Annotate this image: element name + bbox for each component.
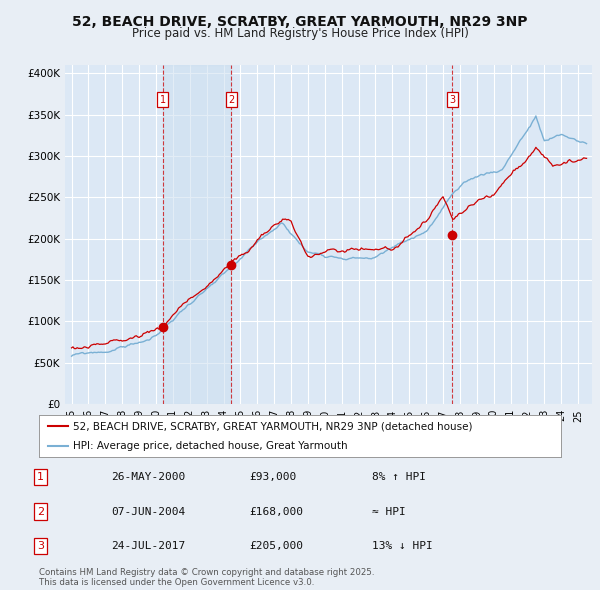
Text: 2: 2 xyxy=(228,94,234,104)
Text: £168,000: £168,000 xyxy=(249,507,303,516)
Text: £205,000: £205,000 xyxy=(249,542,303,551)
Text: 24-JUL-2017: 24-JUL-2017 xyxy=(111,542,185,551)
Bar xyxy=(163,65,231,404)
Text: HPI: Average price, detached house, Great Yarmouth: HPI: Average price, detached house, Grea… xyxy=(73,441,347,451)
Text: 26-MAY-2000: 26-MAY-2000 xyxy=(111,472,185,481)
Text: £93,000: £93,000 xyxy=(249,472,296,481)
Text: 1: 1 xyxy=(160,94,166,104)
Text: 07-JUN-2004: 07-JUN-2004 xyxy=(111,507,185,516)
Text: 52, BEACH DRIVE, SCRATBY, GREAT YARMOUTH, NR29 3NP (detached house): 52, BEACH DRIVE, SCRATBY, GREAT YARMOUTH… xyxy=(73,421,472,431)
Text: 1: 1 xyxy=(37,472,44,481)
Text: ≈ HPI: ≈ HPI xyxy=(372,507,406,516)
Text: Contains HM Land Registry data © Crown copyright and database right 2025.
This d: Contains HM Land Registry data © Crown c… xyxy=(39,568,374,587)
Text: Price paid vs. HM Land Registry's House Price Index (HPI): Price paid vs. HM Land Registry's House … xyxy=(131,27,469,40)
Text: 2: 2 xyxy=(37,507,44,516)
Text: 3: 3 xyxy=(37,542,44,551)
Text: 13% ↓ HPI: 13% ↓ HPI xyxy=(372,542,433,551)
Text: 8% ↑ HPI: 8% ↑ HPI xyxy=(372,472,426,481)
Text: 52, BEACH DRIVE, SCRATBY, GREAT YARMOUTH, NR29 3NP: 52, BEACH DRIVE, SCRATBY, GREAT YARMOUTH… xyxy=(72,15,528,29)
Text: 3: 3 xyxy=(449,94,455,104)
